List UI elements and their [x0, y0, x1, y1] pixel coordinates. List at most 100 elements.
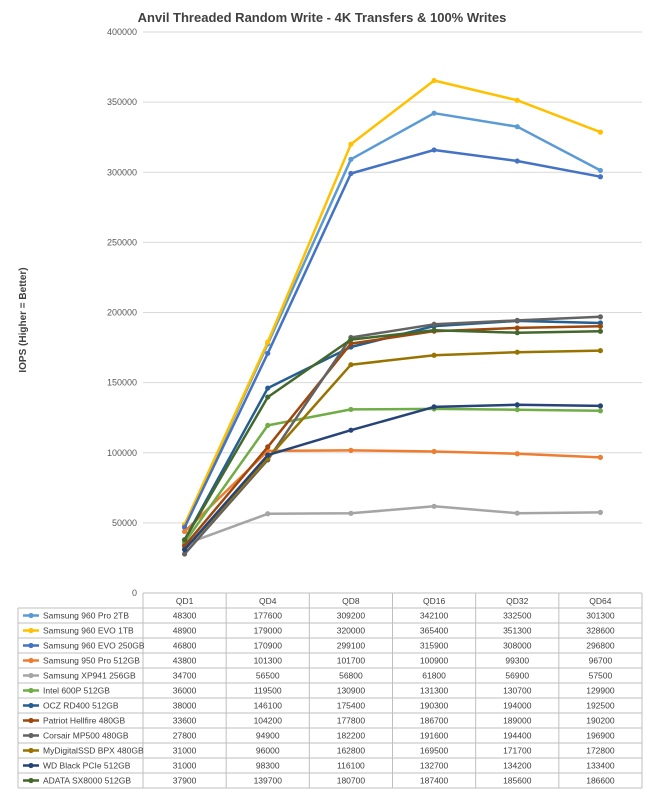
- chart-title: Anvil Threaded Random Write - 4K Transfe…: [138, 10, 507, 25]
- table-cell: 180700: [337, 776, 366, 786]
- data-point: [348, 510, 354, 516]
- y-tick-label: 300000: [107, 167, 137, 177]
- table-cell: 170900: [254, 641, 283, 651]
- data-point: [348, 447, 354, 453]
- table-cell: 46800: [173, 641, 197, 651]
- table-cell: 308000: [503, 641, 532, 651]
- data-point: [348, 156, 354, 162]
- data-point: [514, 407, 520, 413]
- table-cell: 194000: [503, 701, 532, 711]
- data-point: [597, 167, 604, 174]
- table-cell: 56800: [339, 671, 363, 681]
- table-cell: 134200: [503, 761, 532, 771]
- series-line: [183, 349, 601, 551]
- legend-marker: [28, 732, 34, 739]
- table-cell: 57500: [589, 671, 613, 681]
- data-point: [431, 321, 437, 327]
- table-cell: 187400: [420, 776, 449, 786]
- series-line: [183, 79, 601, 525]
- data-point: [514, 124, 520, 130]
- data-point: [597, 174, 604, 180]
- table-cell: 182200: [337, 731, 366, 741]
- table-cell: 94900: [256, 731, 280, 741]
- table-cell: 56500: [256, 671, 280, 681]
- data-point: [348, 336, 354, 343]
- table-cell: 34700: [173, 671, 197, 681]
- legend-marker: [28, 657, 34, 664]
- data-point: [265, 394, 271, 400]
- table-cell: 309200: [337, 611, 366, 621]
- table-cell: 98300: [256, 761, 280, 771]
- table-cell: 162800: [337, 746, 366, 756]
- legend-label: Corsair MP500 480GB: [43, 731, 129, 741]
- legend-marker: [28, 672, 34, 679]
- table-cell: 175400: [337, 701, 366, 711]
- legend-marker: [28, 747, 34, 754]
- data-point: [265, 511, 271, 517]
- data-point: [265, 350, 271, 356]
- data-point: [431, 352, 437, 358]
- table-cell: 36000: [173, 686, 197, 696]
- data-point: [514, 510, 520, 516]
- table-cell: 177600: [254, 611, 283, 621]
- table-cell: 189000: [503, 716, 532, 726]
- table-cell: 33600: [173, 716, 197, 726]
- x-tick-label: QD1: [176, 596, 194, 606]
- table-cell: 96700: [589, 656, 613, 666]
- data-point: [181, 528, 188, 535]
- table-cell: 185600: [503, 776, 532, 786]
- data-point: [265, 444, 271, 450]
- table-cell: 171700: [503, 746, 532, 756]
- data-point: [265, 422, 271, 429]
- table-cell: 101700: [337, 656, 366, 666]
- table-cell: 38000: [173, 701, 197, 711]
- table-cell: 194400: [503, 731, 532, 741]
- data-point: [265, 452, 271, 458]
- legend-marker: [28, 612, 34, 619]
- table-cell: 31000: [173, 746, 197, 756]
- legend-label: Intel 600P 512GB: [43, 686, 110, 696]
- y-tick-label: 50000: [112, 518, 137, 528]
- table-cell: 48300: [173, 611, 197, 621]
- table-cell: 299100: [337, 641, 366, 651]
- legend-label: Samsung 960 EVO 250GB: [43, 641, 145, 651]
- series-line: [183, 148, 601, 528]
- table-cell: 190200: [586, 716, 615, 726]
- legend-label: MyDigitalSSD BPX 480GB: [43, 746, 144, 756]
- data-point: [265, 339, 271, 345]
- data-point: [348, 406, 354, 413]
- table-cell: 146100: [254, 701, 283, 711]
- table-cell: 43800: [173, 656, 197, 666]
- data-point: [597, 323, 604, 329]
- table-cell: 133400: [586, 761, 615, 771]
- legend-label: Samsung 960 EVO 1TB: [43, 626, 134, 636]
- data-table: QD1 QD4 QD8 QD16 QD32 QD64 Samsung 960 Pro 2TB…: [17, 592, 643, 789]
- table-cell: 351300: [503, 626, 532, 636]
- series-line: [183, 315, 601, 555]
- y-tick-label: 150000: [107, 378, 137, 388]
- table-cell: 129900: [586, 686, 615, 696]
- data-point: [431, 404, 437, 410]
- data-point: [514, 349, 520, 355]
- data-point: [597, 314, 604, 320]
- legend-marker: [28, 627, 34, 634]
- table-cell: 192500: [586, 701, 615, 711]
- legend-marker: [28, 762, 34, 769]
- table-cell: 172800: [586, 746, 615, 756]
- legend-label: WD Black PCIe 512GB: [43, 761, 131, 771]
- series-line: [183, 324, 601, 547]
- data-point: [431, 327, 437, 333]
- data-point: [514, 158, 520, 164]
- legend-marker: [28, 642, 34, 649]
- x-tick-label: QD4: [259, 596, 277, 606]
- table-cell: 131300: [420, 686, 449, 696]
- data-point: [514, 317, 520, 323]
- table-cell: 190300: [420, 701, 449, 711]
- table-cell: 130700: [503, 686, 532, 696]
- y-tick-label: 100000: [107, 448, 137, 458]
- table-cell: 116100: [337, 761, 365, 771]
- table-cell: 342100: [420, 611, 449, 621]
- y-tick-label: 400000: [107, 27, 137, 37]
